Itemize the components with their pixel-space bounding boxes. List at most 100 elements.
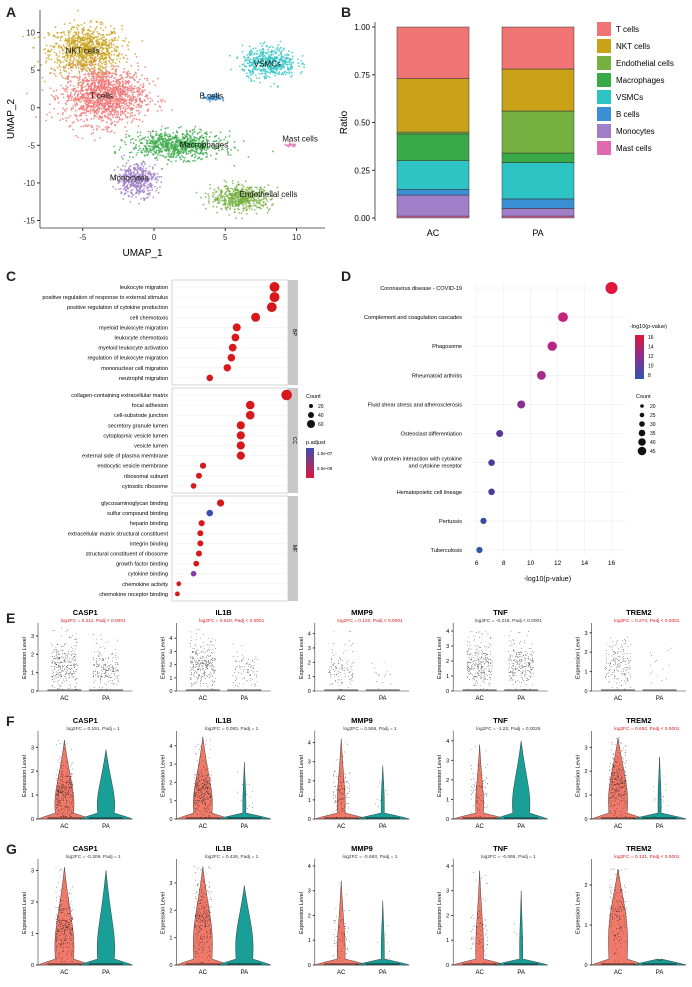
cell-point [182,161,185,163]
cell-point [279,64,282,67]
cell-point [127,169,130,172]
term-dot [231,333,240,342]
cell-point [121,112,124,115]
cell-point [180,158,183,161]
cell-point [93,57,96,60]
cell-point [86,59,88,61]
cell-point [224,136,227,139]
cell-point [92,75,94,78]
cell-point [84,37,87,39]
cell-point [129,77,131,79]
cell-point [266,206,269,209]
cell-point [74,42,76,44]
cell-point [125,102,128,104]
cell-point [265,70,267,73]
cell-point [289,58,292,61]
cell-point [258,67,260,70]
cell-point [81,46,84,49]
cell-point [139,84,142,86]
cell-point [118,85,121,88]
umap-points [22,9,305,220]
cell-point [251,53,253,56]
cell-point [73,50,76,53]
cell-point [106,125,109,128]
cell-point [137,125,140,127]
cell-point [100,116,103,118]
cell-point [67,97,70,100]
cell-point [97,111,100,113]
cell-point [230,203,233,205]
cell-point [64,39,67,42]
cell-point [87,95,90,98]
cell-point [77,92,80,95]
cell-point [186,134,189,136]
cell-point [231,188,234,191]
cell-point [85,92,88,94]
cell-point [249,204,252,207]
cell-point [110,30,112,33]
cell-point [116,115,118,117]
cell-point [126,74,129,76]
cell-point [98,107,101,109]
cell-point [37,60,39,63]
cell-point [208,202,211,204]
cell-point [223,197,226,200]
cell-point [157,147,160,149]
cell-point [101,100,104,103]
cell-point [96,45,99,48]
cell-point [104,73,107,75]
cell-point [153,172,156,175]
cell-point [76,63,79,66]
cell-point [86,119,88,121]
cell-point [91,81,93,84]
cell-point [284,54,287,57]
term-label: Tuberculosis [430,548,462,554]
cell-point [98,60,101,63]
cell-point [108,60,110,62]
cell-point [288,71,291,73]
cell-point [108,39,111,42]
cell-point [233,164,236,167]
cell-point [217,96,220,99]
cell-point [95,48,98,51]
cell-point [180,150,183,153]
cell-point [83,54,86,57]
cell-point [246,208,249,211]
cell-point [69,84,72,86]
legend-dot [640,404,644,408]
cell-point [218,198,220,201]
legend-value: 60 [318,422,324,428]
cell-point [81,137,84,140]
cell-point [139,111,141,114]
cell-point [249,74,252,77]
cluster-endothelial-cells [195,179,283,220]
expr-point [71,651,72,653]
cell-point [141,74,143,76]
y-tick-label: 5 [31,66,36,75]
cell-point [132,166,135,169]
cell-point [272,53,274,56]
cell-point [133,85,136,88]
cell-point [143,77,146,80]
cell-point [262,65,265,68]
expr-point [63,681,65,682]
cell-point [55,42,58,45]
cell-point [138,191,141,194]
cell-point [113,72,115,75]
cell-point [238,208,241,211]
cell-point [78,70,81,73]
cell-point [81,51,84,54]
cell-point [66,57,68,60]
cell-point [87,48,90,51]
cell-point [112,185,114,188]
cell-point [59,119,62,122]
cell-point [135,87,138,90]
cell-point [246,62,249,65]
cell-point [274,71,277,74]
cell-point [230,68,232,71]
cell-point [117,98,119,100]
cell-point [115,50,118,53]
cell-point [260,62,263,64]
gene-title: CASP1 [73,608,98,617]
